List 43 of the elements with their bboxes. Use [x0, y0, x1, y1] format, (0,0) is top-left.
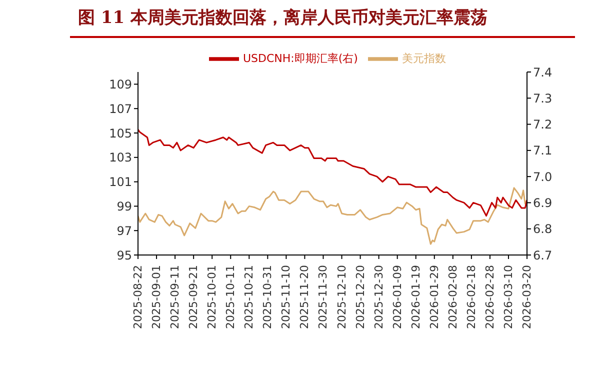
chart-title: 图 11 本周美元指数回落，离岸人民币对美元汇率震荡 — [77, 7, 488, 29]
y2-tick-label: 7.1 — [533, 144, 552, 158]
y2-tick-label: 6.9 — [533, 196, 552, 210]
y-tick-label: 101 — [109, 175, 132, 190]
x-tick-label: 2026-02-18 — [464, 265, 478, 329]
x-tick-label: 2025-10-01 — [206, 265, 219, 329]
x-tick-label: 2025-08-22 — [132, 265, 144, 329]
x-tick-label: 2025-10-11 — [224, 265, 238, 329]
x-tick-label: 2025-12-20 — [354, 265, 367, 329]
x-tick-label: 2026-02-28 — [483, 265, 496, 329]
legend-label: USDCNH:即期汇率(右) — [243, 52, 358, 66]
y-tick-label: 97 — [116, 224, 132, 238]
x-tick-label: 2025-09-21 — [187, 265, 200, 329]
y-tick-label: 95 — [116, 248, 132, 262]
x-tick-label: 2026-03-10 — [502, 265, 515, 329]
y-tick-label: 99 — [116, 199, 132, 214]
x-tick-label: 2025-10-31 — [261, 265, 274, 329]
line-series — [138, 128, 527, 217]
y2-tick-label: 7.0 — [533, 170, 552, 184]
y-tick-label: 103 — [109, 150, 132, 165]
x-tick-label: 2026-03-20 — [520, 265, 534, 329]
y2-tick-label: 6.7 — [533, 248, 552, 262]
x-tick-label: 2025-09-11 — [168, 265, 182, 329]
y-tick-label: 105 — [109, 126, 132, 140]
x-tick-label: 2025-09-01 — [150, 265, 164, 329]
legend-label: 美元指数 — [402, 52, 446, 66]
x-tick-label: 2025-11-10 — [280, 265, 293, 329]
x-tick-label: 2025-12-30 — [372, 265, 386, 329]
y-tick-label: 107 — [109, 102, 132, 116]
x-tick-label: 2026-01-09 — [390, 265, 404, 329]
x-tick-label: 2025-10-21 — [242, 265, 256, 329]
x-tick-label: 2025-11-30 — [316, 265, 330, 329]
y-tick-label: 109 — [109, 77, 132, 92]
y2-tick-label: 7.2 — [533, 118, 552, 132]
x-tick-label: 2026-02-08 — [446, 265, 460, 329]
x-tick-label: 2025-12-10 — [335, 265, 348, 329]
line-series — [138, 187, 527, 245]
y2-tick-label: 7.4 — [533, 65, 552, 80]
x-tick-label: 2026-01-19 — [409, 265, 422, 329]
x-tick-label: 2025-11-20 — [298, 265, 312, 329]
y2-tick-label: 6.8 — [533, 222, 552, 236]
y2-tick-label: 7.3 — [533, 91, 552, 106]
x-tick-label: 2026-01-29 — [428, 265, 441, 329]
